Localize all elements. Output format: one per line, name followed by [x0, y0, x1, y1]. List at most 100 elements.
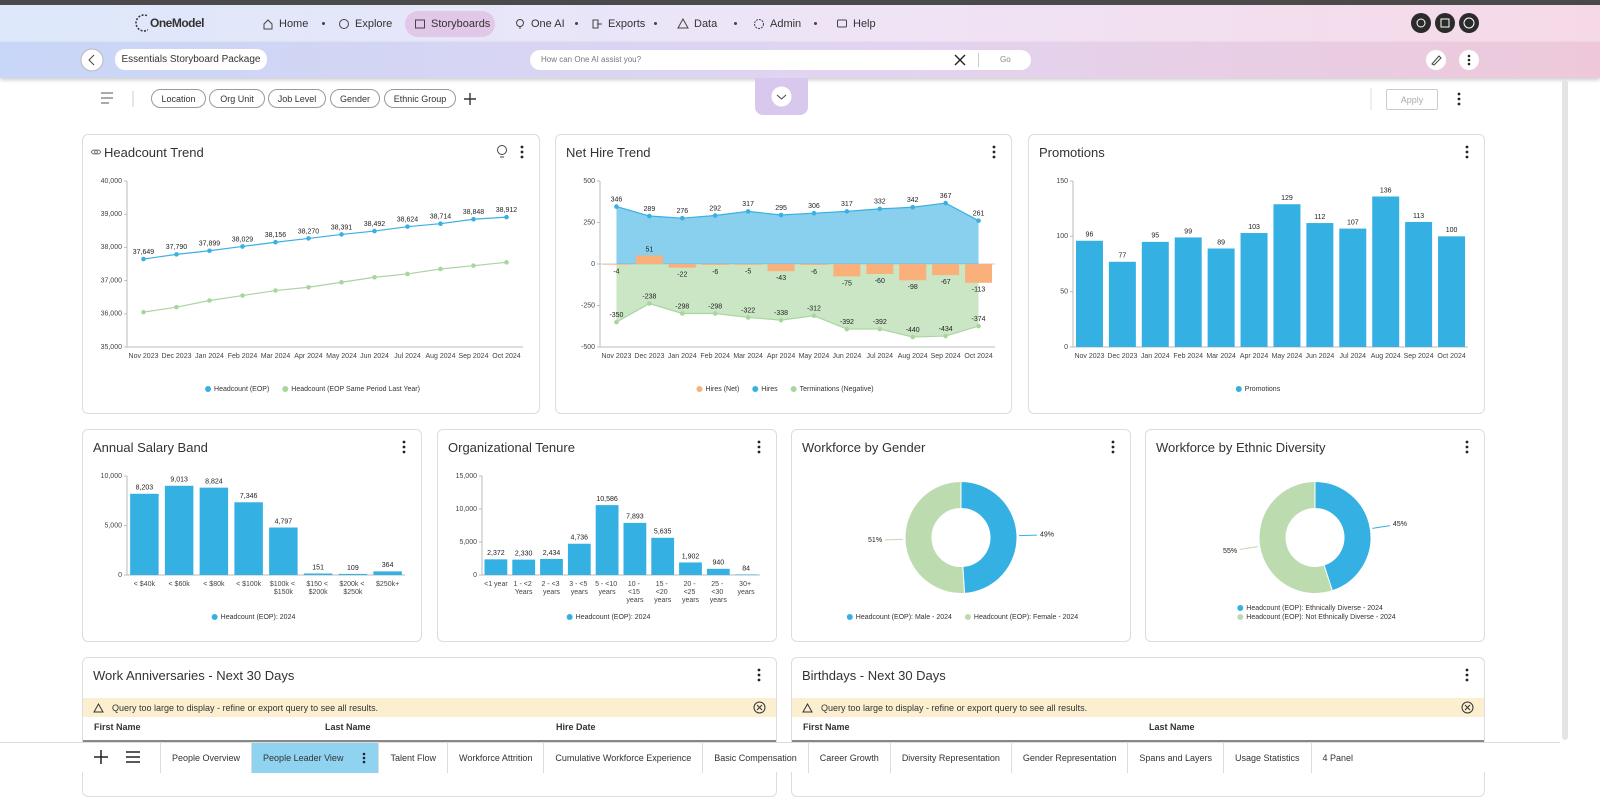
x-tick-label: Sep 2024 — [1404, 353, 1434, 360]
data-label: 7,893 — [626, 514, 644, 521]
tab-menu[interactable] — [361, 751, 367, 765]
warning-text: Query too large to display - refine or e… — [112, 702, 379, 713]
legend-swatch — [211, 614, 218, 620]
more-icon[interactable] — [517, 144, 527, 160]
panel-title: Work Anniversaries - Next 30 Days — [93, 668, 295, 683]
tab[interactable]: People Leader View — [251, 742, 379, 773]
back-button[interactable] — [80, 48, 104, 72]
nav-item[interactable]: Help — [836, 17, 876, 30]
table-panel: Birthdays - Next 30 Days Query too large … — [791, 657, 1485, 797]
bar — [1438, 236, 1466, 347]
data-label: 940 — [712, 560, 724, 567]
close-icon[interactable] — [753, 701, 766, 714]
legend-swatch — [566, 614, 573, 620]
x-tick-label: Jan 2024 — [668, 353, 697, 360]
bar — [130, 493, 159, 575]
tab[interactable]: Basic Compensation — [702, 742, 808, 773]
tab-label: Career Growth — [819, 752, 879, 763]
data-label: 151 — [312, 564, 324, 571]
close-icon[interactable] — [1461, 701, 1474, 714]
insight-icon[interactable] — [496, 144, 508, 160]
tab[interactable]: Gender Representation — [1010, 742, 1128, 773]
nav-item[interactable]: Storyboards — [414, 17, 490, 30]
tab-tools[interactable] — [92, 748, 142, 766]
filter-pill[interactable]: Location — [151, 89, 206, 108]
dot — [1465, 150, 1469, 154]
bar — [602, 264, 630, 265]
search-box[interactable]: How can One AI assist you? Go — [530, 50, 1031, 70]
scrollbar[interactable] — [1562, 80, 1568, 740]
storyboard-name[interactable]: Essentials Storyboard Package — [115, 49, 267, 70]
tab[interactable]: Diversity Representation — [889, 742, 1011, 773]
nav-item[interactable]: One AI — [514, 17, 565, 30]
tab[interactable]: Cumulative Workforce Experience — [543, 742, 702, 773]
tab[interactable]: People Overview — [160, 742, 251, 773]
tab-bar: People Overview People Leader View Talent … — [0, 742, 1560, 773]
bar — [1306, 223, 1334, 347]
y-tick-label: 40,000 — [101, 178, 123, 185]
nav-item[interactable]: Admin — [753, 17, 801, 30]
more-icon[interactable] — [754, 439, 764, 455]
column-header: Last Name — [325, 722, 371, 732]
nav-item[interactable]: Home — [262, 17, 308, 30]
legend-swatch — [205, 386, 212, 392]
go-button[interactable]: Go — [1000, 55, 1011, 64]
nav-item[interactable]: Explore — [338, 17, 392, 30]
more-icon[interactable] — [1462, 144, 1472, 160]
point — [712, 311, 718, 316]
more-icon[interactable] — [989, 144, 999, 160]
filter-pill[interactable]: Job Level — [268, 89, 326, 108]
point — [240, 293, 245, 298]
point — [877, 206, 883, 212]
close-button[interactable] — [753, 701, 766, 716]
tab[interactable]: Usage Statistics — [1222, 742, 1311, 773]
chart-plot: 0 5,000 10,000 < $40k < $60k < $80k < $100k $10… — [101, 473, 405, 621]
nav-item[interactable]: Exports — [591, 17, 645, 30]
legend-label: Headcount (EOP): Not Ethnically Diverse … — [1246, 614, 1396, 621]
tab[interactable]: 4 Panel — [1310, 742, 1365, 773]
data-label: 10,586 — [596, 496, 618, 503]
x-tick-label: $100k < $150k — [270, 581, 297, 596]
filter-label: Location — [161, 93, 196, 104]
logo[interactable]: OneModel — [134, 12, 205, 34]
user-icons[interactable] — [1408, 11, 1482, 35]
tab[interactable]: Talent Flow — [378, 742, 447, 773]
toolbar-actions[interactable] — [1424, 48, 1484, 72]
close-button[interactable] — [1461, 701, 1474, 716]
y-tick-label: 5,000 — [459, 539, 477, 546]
data-label: 38,912 — [496, 207, 518, 214]
x-tick-label: Oct 2024 — [964, 353, 993, 360]
apply-button[interactable]: Apply — [1386, 89, 1438, 110]
clear-icon[interactable] — [954, 54, 966, 66]
legend: Headcount (EOP): Male - 2024 Headcount (E… — [846, 614, 1078, 621]
data-label: 112 — [1314, 214, 1325, 221]
nav-item[interactable]: Data — [677, 17, 717, 30]
add-filter[interactable] — [463, 92, 477, 106]
legend-label: Hires (Net) — [705, 386, 739, 393]
filter-pill[interactable]: Org Unit — [209, 89, 265, 108]
y-tick-label: 5,000 — [104, 522, 122, 529]
more-icon[interactable] — [1454, 91, 1464, 107]
filter-pill[interactable]: Ethnic Group — [384, 89, 456, 108]
legend-item: Headcount (EOP Same Period Last Year) — [282, 386, 420, 393]
y-tick-label: 150 — [1056, 178, 1068, 185]
tab[interactable]: Workforce Attrition — [446, 742, 543, 773]
more-icon[interactable] — [1462, 667, 1472, 683]
dot — [1465, 673, 1469, 677]
tab[interactable]: Spans and Layers — [1127, 742, 1223, 773]
x-tick-label: Dec 2023 — [634, 353, 664, 360]
legend-swatch — [846, 614, 853, 620]
data-label: -60 — [875, 278, 885, 285]
filter-pill[interactable]: Gender — [330, 89, 380, 108]
more-icon[interactable] — [754, 667, 764, 683]
point — [405, 271, 410, 277]
tab[interactable]: Career Growth — [807, 742, 890, 773]
more-icon[interactable] — [1462, 439, 1472, 455]
legend-label: Headcount (EOP) — [214, 386, 269, 393]
more-icon[interactable] — [399, 439, 409, 455]
data-label: 84 — [742, 565, 750, 572]
data-label: 332 — [874, 199, 886, 206]
more-icon[interactable] — [1108, 439, 1118, 455]
drawer-tab[interactable] — [755, 78, 808, 115]
filter-icon[interactable] — [99, 90, 139, 108]
